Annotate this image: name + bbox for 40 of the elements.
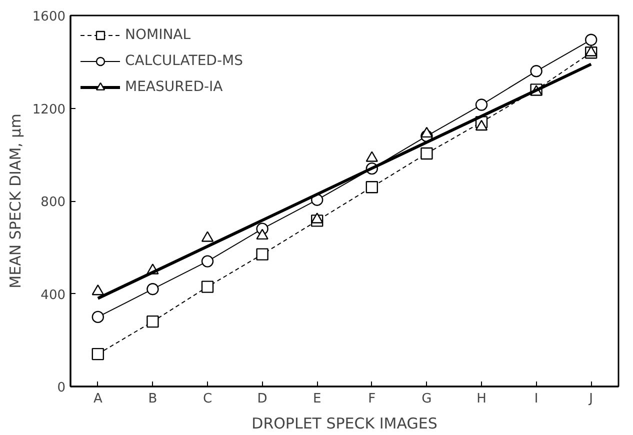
x-tick-label: J: [588, 392, 594, 406]
legend-label: MEASURED-IA: [125, 79, 223, 95]
y-axis-title: MEAN SPECK DIAM, μm: [6, 114, 24, 288]
x-tick-label: D: [257, 392, 268, 406]
point: [366, 151, 378, 162]
legend-label: CALCULATED-MS: [125, 53, 243, 69]
point: [256, 248, 268, 260]
point: [201, 255, 214, 268]
x-tick-label: C: [202, 392, 212, 406]
point: [146, 315, 159, 328]
x-tick-label: A: [93, 392, 102, 406]
y-tick-label: 1600: [32, 10, 66, 24]
point: [92, 310, 104, 324]
point: [92, 284, 104, 296]
y-tick-label: 400: [40, 288, 66, 303]
legend-label: NOMINAL: [125, 27, 191, 43]
point: [201, 280, 214, 293]
point: [92, 348, 104, 360]
point: [256, 228, 268, 240]
y-tick-label: 1200: [32, 102, 66, 118]
x-tick-label: G: [422, 392, 432, 406]
point: [311, 212, 324, 224]
x-tick-label: B: [148, 392, 158, 406]
point: [585, 46, 598, 56]
point: [146, 283, 159, 296]
y-tick-label: 800: [40, 195, 66, 210]
point: [475, 120, 488, 131]
x-tick-label: E: [312, 392, 322, 406]
point: [475, 98, 488, 111]
point: [201, 231, 214, 242]
y-tick-label: 0: [57, 380, 66, 396]
x-tick-label: F: [368, 392, 376, 406]
point: [530, 65, 542, 78]
point: [420, 126, 433, 138]
x-tick-label: H: [476, 392, 486, 406]
x-tick-label: I: [534, 392, 538, 406]
point: [366, 180, 378, 194]
x-axis-title: DROPLET SPECK IMAGES: [252, 414, 438, 432]
point: [420, 147, 433, 160]
point: [585, 34, 598, 46]
